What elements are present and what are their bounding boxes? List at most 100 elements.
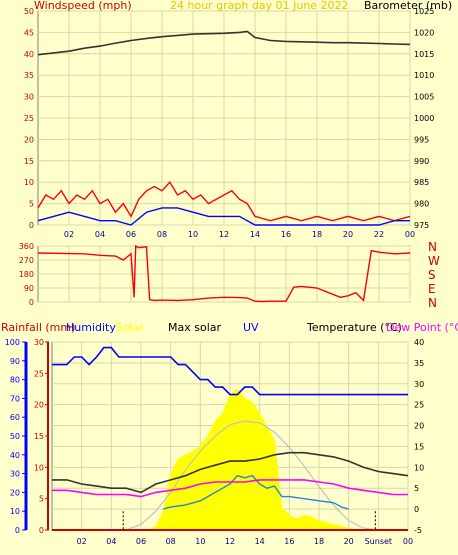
- barometer-tick-label: 985: [414, 178, 429, 187]
- humidity-tick-label: 40: [10, 451, 20, 460]
- windspeed-tick-label: 0: [29, 221, 34, 230]
- wind-x-tick-label: 08: [157, 230, 167, 239]
- windspeed-tick-label: 5: [29, 200, 34, 209]
- wind-series: [37, 30, 411, 226]
- humidity-tick-label: 80: [10, 376, 20, 385]
- temperature-x-tick-label: 06: [136, 537, 146, 546]
- windspeed-tick-label: 10: [24, 178, 34, 187]
- compass-label: N: [428, 240, 437, 254]
- wind-x-tick-label: 22: [374, 230, 384, 239]
- series-wind-speed: [37, 207, 410, 226]
- temperature-x-tick-label: 02: [77, 537, 87, 546]
- series-wind-gust: [37, 181, 411, 222]
- barometer-tick-label: 990: [414, 157, 429, 166]
- humidity-legend: Humidity: [66, 321, 116, 334]
- humidity-tick-label: 70: [10, 394, 20, 403]
- windspeed-tick-label: 40: [24, 50, 34, 59]
- barometer-tick-label: 975: [414, 221, 429, 230]
- temperature-legend-label: Temperature (°C): [306, 321, 402, 334]
- wind-grid: [38, 10, 411, 226]
- direction-axis: 0 90 180 270 360: [19, 242, 34, 307]
- temperature-legend: Rainfall (mm) Humidity Solar Max solar U…: [1, 321, 458, 334]
- temperature-tick-label: -5: [414, 526, 422, 535]
- barometer-axis: 975 980 985 990 995 1000 1005 1010 1015 1020 1025: [414, 7, 434, 230]
- temperature-chart: 0 10 20 30 40 50 60 70 80 90 100 0 5 10 15 20 25 30 -5 0 5…: [1, 321, 458, 546]
- temperature-x-tick-label: 04: [106, 537, 116, 546]
- temperature-x-tick-label: 16: [284, 537, 294, 546]
- barometer-tick-label: 1010: [414, 71, 434, 80]
- dewpoint-legend: Dew Point (°C): [386, 321, 458, 334]
- temperature-tick-label: 35: [414, 359, 424, 368]
- barometer-tick-label: 1000: [414, 114, 434, 123]
- wind-x-tick-label: 10: [188, 230, 198, 239]
- temperature-tick-label: 40: [414, 338, 424, 347]
- rainfall-tick-label: 15: [34, 432, 44, 441]
- temperature-tick-label: 5: [414, 484, 419, 493]
- rainfall-tick-label: 25: [34, 369, 44, 378]
- wind-x-tick-label: 06: [126, 230, 136, 239]
- wind-x-tick-label: 04: [95, 230, 105, 239]
- temperature-tick-label: 25: [414, 401, 424, 410]
- temperature-axis: -5 0 5 10 15 20 25 30 35 40: [414, 338, 424, 535]
- temperature-x-tick-label: 10: [195, 537, 205, 546]
- wind-x-axis: 02 04 06 08 10 12 14 16 18 20 22 00: [64, 230, 415, 239]
- temperature-tick-label: 15: [414, 442, 424, 451]
- windspeed-label: Windspeed (mph): [34, 0, 132, 12]
- humidity-tick-label: 10: [10, 507, 20, 516]
- windspeed-axis: 0 5 10 15 20 25 30 35 40 45 50: [24, 7, 34, 230]
- series-uv: [163, 474, 349, 510]
- rainfall-tick-label: 0: [39, 526, 44, 535]
- series-humidity: [52, 346, 408, 396]
- temperature-x-tick-label: 18: [314, 537, 324, 546]
- rainfall-axis: 0 5 10 15 20 25 30: [34, 338, 49, 535]
- temperature-series: [52, 346, 409, 531]
- rainfall-legend: Rainfall (mm): [1, 321, 75, 334]
- windspeed-tick-label: 30: [24, 93, 34, 102]
- windspeed-tick-label: 25: [24, 114, 34, 123]
- rainfall-tick-label: 5: [39, 495, 44, 504]
- direction-tick-label: 180: [19, 270, 34, 279]
- barometer-tick-label: 1025: [414, 7, 434, 16]
- humidity-tick-label: 50: [10, 432, 20, 441]
- rainfall-tick-label: 20: [34, 401, 44, 410]
- barometer-tick-label: 1005: [414, 93, 434, 102]
- temperature-x-axis: 02 04 06 08 10 12 14 16 18 20 Sunset 00: [77, 537, 414, 546]
- humidity-tick-label: 30: [10, 470, 20, 479]
- windspeed-tick-label: 15: [24, 157, 34, 166]
- barometer-tick-label: 1015: [414, 50, 434, 59]
- temperature-tick-label: 30: [414, 380, 424, 389]
- wind-x-tick-label: 20: [343, 230, 353, 239]
- temperature-tick-label: 0: [414, 505, 419, 514]
- temperature-tick-label: 20: [414, 422, 424, 431]
- wind-x-tick-label: 00: [405, 230, 415, 239]
- compass-label: W: [428, 254, 440, 268]
- direction-series: [37, 244, 411, 303]
- wind-x-tick-label: 14: [250, 230, 260, 239]
- temperature-x-tick-label: 20: [344, 537, 354, 546]
- series-barometer: [37, 30, 411, 56]
- rainfall-tick-label: 30: [34, 338, 44, 347]
- series-temperature: [52, 451, 409, 494]
- compass-label: E: [428, 282, 436, 296]
- humidity-axis: 0 10 20 30 40 50 60 70 80 90 100: [5, 338, 28, 535]
- windspeed-tick-label: 20: [24, 135, 34, 144]
- compass-label: S: [428, 268, 436, 282]
- humidity-tick-label: 20: [10, 488, 20, 497]
- direction-tick-label: 0: [29, 298, 34, 307]
- humidity-tick-label: 60: [10, 413, 20, 422]
- temperature-x-tick-label: 00: [403, 537, 413, 546]
- windspeed-tick-label: 35: [24, 71, 34, 80]
- barometer-label: Barometer (mb): [364, 0, 452, 12]
- rainfall-tick-label: 10: [34, 463, 44, 472]
- barometer-tick-label: 980: [414, 200, 429, 209]
- compass-label: N: [428, 296, 437, 310]
- wind-x-tick-label: 16: [281, 230, 291, 239]
- temperature-x-tick-label: 08: [166, 537, 176, 546]
- temperature-x-tick-label: Sunset: [365, 537, 392, 546]
- barometer-tick-label: 995: [414, 135, 429, 144]
- chart-title: 24 hour graph day 01 June 2022: [170, 0, 349, 12]
